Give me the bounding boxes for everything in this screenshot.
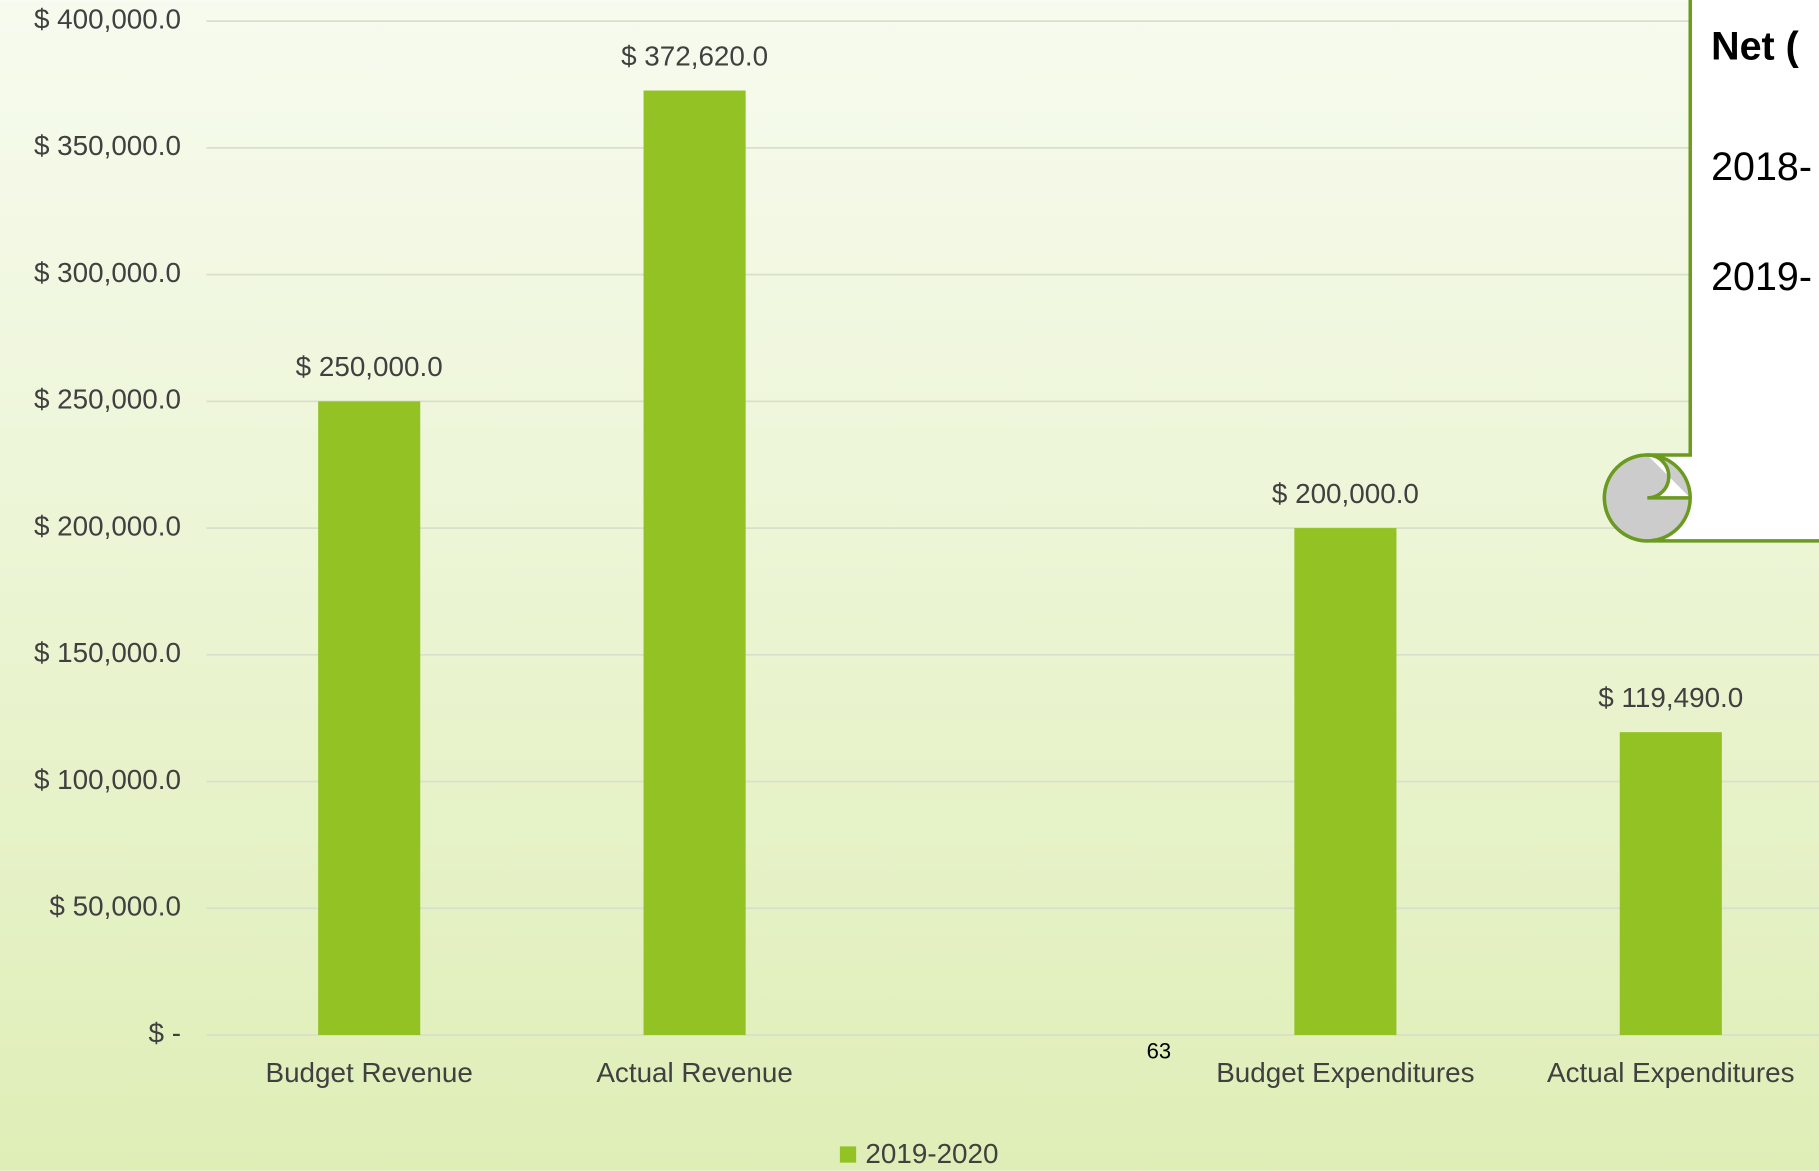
x-tick-label: Budget Revenue <box>266 1057 473 1088</box>
bar <box>318 401 421 1036</box>
callout-line: 2018- <box>1711 145 1812 189</box>
x-tick-label: Budget Expenditures <box>1216 1057 1474 1088</box>
callout: Net ( 2018- 2019- <box>1602 0 1819 543</box>
y-tick-label: $ 250,000.0 <box>34 384 181 415</box>
bar <box>643 90 746 1036</box>
data-label: $ 250,000.0 <box>296 351 443 382</box>
bar <box>1294 528 1397 1036</box>
y-tick-label: $ - <box>148 1017 180 1048</box>
x-tick-label: Actual Expenditures <box>1547 1057 1795 1088</box>
y-tick-label: $ 400,000.0 <box>34 3 181 34</box>
page-number: 63 <box>1147 1038 1172 1063</box>
y-tick-label: $ 350,000.0 <box>34 130 181 161</box>
y-tick-label: $ 150,000.0 <box>34 637 181 668</box>
data-label: $ 372,620.0 <box>621 40 768 71</box>
callout-line: 2019- <box>1711 255 1812 299</box>
legend-label: 2019-2020 <box>865 1138 998 1169</box>
x-tick-label: Actual Revenue <box>596 1057 792 1088</box>
bar <box>1619 732 1722 1036</box>
y-tick-label: $ 200,000.0 <box>34 510 181 541</box>
legend-swatch <box>839 1146 857 1163</box>
data-label: $ 200,000.0 <box>1272 478 1419 509</box>
y-tick-label: $ 50,000.0 <box>49 891 181 922</box>
scroll-fold <box>1647 453 1691 500</box>
y-tick-label: $ 300,000.0 <box>34 257 181 288</box>
data-label: $ 119,490.0 <box>1598 682 1743 713</box>
y-tick-label: $ 100,000.0 <box>34 764 181 795</box>
callout-title: Net ( <box>1711 24 1800 68</box>
